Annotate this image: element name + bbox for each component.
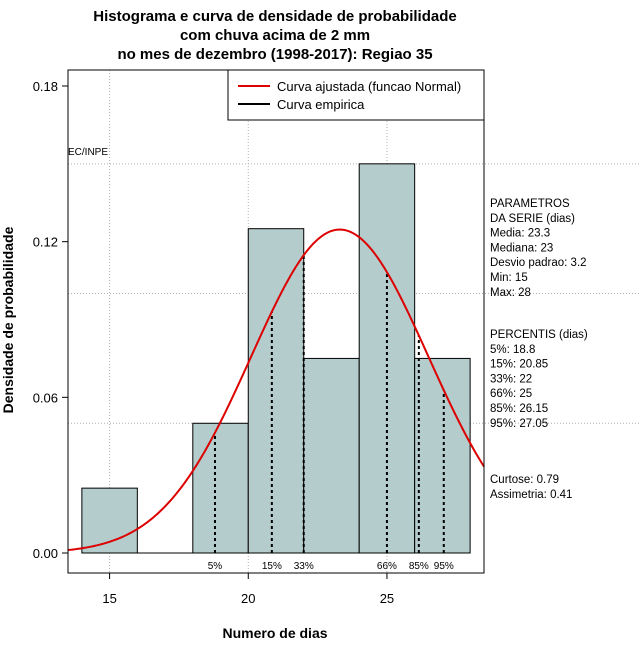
- axes: 0.00 0.06 0.12 0.18 15 20 25: [33, 79, 394, 606]
- percentile-label-3: 66%: [377, 561, 397, 572]
- params_lines-2: Media: 23.3: [490, 228, 550, 240]
- params_lines-4: Desvio padrao: 3.2: [490, 257, 587, 269]
- y-tick-label-0: 0.00: [33, 546, 58, 561]
- histogram-bar-2: [192, 422, 249, 554]
- params_lines-6: Max: 28: [490, 287, 531, 299]
- chart-title-line-3: no mes de dezembro (1998-2017): Regiao 3…: [117, 46, 432, 63]
- chart-title-line-2: com chuva acima de 2 mm: [180, 27, 370, 44]
- watermark-text: EC/INPE: [68, 147, 108, 158]
- shape_lines-1: Assimetria: 0.41: [490, 489, 572, 501]
- percentile-markers: 5% 15% 33% 66% 85% 95%: [208, 255, 454, 572]
- y-tick-label-1: 0.06: [33, 390, 58, 405]
- y-axis-label: Densidade de probabilidade: [0, 226, 16, 413]
- legend: Curva ajustada (funcao Normal) Curva emp…: [227, 69, 485, 121]
- x-tick-label-2: 25: [380, 591, 394, 606]
- legend-box: [227, 69, 485, 121]
- percentile-label-4: 85%: [409, 561, 429, 572]
- histogram-bar-4: [303, 357, 360, 554]
- fitted-normal-curve: [67, 228, 485, 552]
- percentil_lines-6: 95%: 27.05: [490, 418, 548, 430]
- params_lines-0: PARAMETROS: [490, 198, 570, 210]
- percentil_lines-4: 66%: 25: [490, 388, 532, 400]
- params_lines-5: Min: 15: [490, 272, 528, 284]
- x-tick-label-0: 15: [102, 591, 116, 606]
- legend-label-empirical: Curva empirica: [277, 97, 365, 112]
- percentil_lines-1: 5%: 18.8: [490, 344, 535, 356]
- percentil_lines-5: 85%: 26.15: [490, 403, 548, 415]
- percentile-label-1: 15%: [262, 561, 282, 572]
- histogram-bar-0: [81, 487, 138, 554]
- percentil_lines-2: 15%: 20.85: [490, 359, 548, 371]
- y-tick-label-3: 0.18: [33, 79, 58, 94]
- histogram-bar-3: [247, 228, 305, 554]
- percentile-label-0: 5%: [208, 561, 223, 572]
- percentil_lines-3: 33%: 22: [490, 373, 532, 385]
- x-tick-label-1: 20: [241, 591, 255, 606]
- legend-label-fitted: Curva ajustada (funcao Normal): [277, 79, 461, 94]
- percentil_lines-0: PERCENTIS (dias): [490, 329, 588, 341]
- histogram-bar-6: [414, 357, 471, 554]
- y-tick-label-2: 0.12: [33, 235, 58, 250]
- shape_lines-0: Curtose: 0.79: [490, 474, 559, 486]
- density-curve: [67, 228, 485, 552]
- chart-title-line-1: Histograma e curva de densidade de proba…: [93, 8, 456, 25]
- stats-panel: PARAMETROS DA SERIE (dias) Media: 23.3 Me…: [490, 198, 588, 501]
- percentile-label-5: 95%: [434, 561, 454, 572]
- histogram-bars: [81, 163, 471, 554]
- params_lines-3: Mediana: 23: [490, 242, 553, 254]
- percentile-label-2: 33%: [294, 561, 314, 572]
- x-axis-label: Numero de dias: [222, 625, 327, 641]
- params_lines-1: DA SERIE (dias): [490, 213, 575, 225]
